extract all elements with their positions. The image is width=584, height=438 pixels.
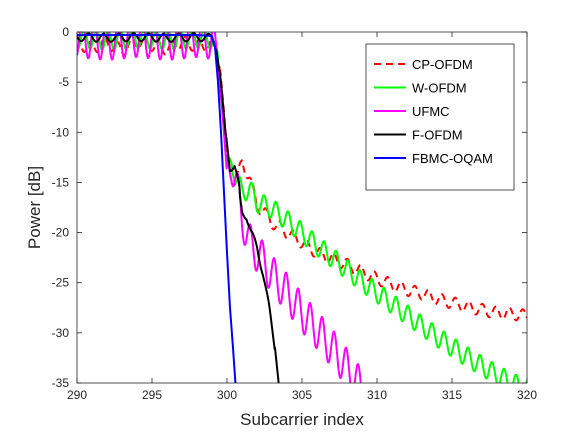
x-tick-label: 300 — [217, 388, 237, 402]
x-ticks: 290 295 300 305 310 315 320 — [67, 32, 537, 402]
series-line-w-ofdm — [77, 32, 527, 383]
series-line-fbmc-oqam — [77, 34, 237, 383]
y-tick-label: 0 — [62, 25, 69, 39]
legend-box — [365, 43, 515, 191]
y-ticks: 0 -5 -10 -15 -20 -25 -30 -35 — [52, 25, 527, 390]
series-lines — [77, 32, 527, 383]
legend: CP-OFDM W-OFDM UFMC F-OFDM FBMC-OQAM — [365, 43, 515, 191]
legend-label: CP-OFDM — [412, 57, 473, 72]
series-line-f-ofdm — [77, 32, 280, 383]
x-tick-label: 295 — [142, 388, 162, 402]
x-tick-label: 315 — [442, 388, 462, 402]
y-tick-label: -15 — [52, 175, 70, 189]
y-tick-label: -25 — [52, 276, 70, 290]
legend-label: UFMC — [412, 104, 450, 119]
legend-label: W-OFDM — [412, 81, 467, 96]
y-tick-label: -30 — [52, 326, 70, 340]
x-tick-label: 320 — [517, 388, 537, 402]
y-tick-label: -10 — [52, 125, 70, 139]
y-tick-label: -20 — [52, 226, 70, 240]
y-axis-label: Power [dB] — [25, 166, 44, 249]
legend-label: F-OFDM — [412, 128, 463, 143]
legend-label: FBMC-OQAM — [412, 151, 493, 166]
x-tick-label: 290 — [67, 388, 87, 402]
series-line-cp-ofdm — [77, 35, 527, 322]
x-tick-label: 305 — [292, 388, 312, 402]
x-tick-label: 310 — [367, 388, 387, 402]
y-tick-label: -35 — [52, 376, 70, 390]
y-tick-label: -5 — [58, 75, 69, 89]
x-axis-label: Subcarrier index — [240, 410, 364, 429]
series-line-ufmc — [77, 32, 362, 383]
